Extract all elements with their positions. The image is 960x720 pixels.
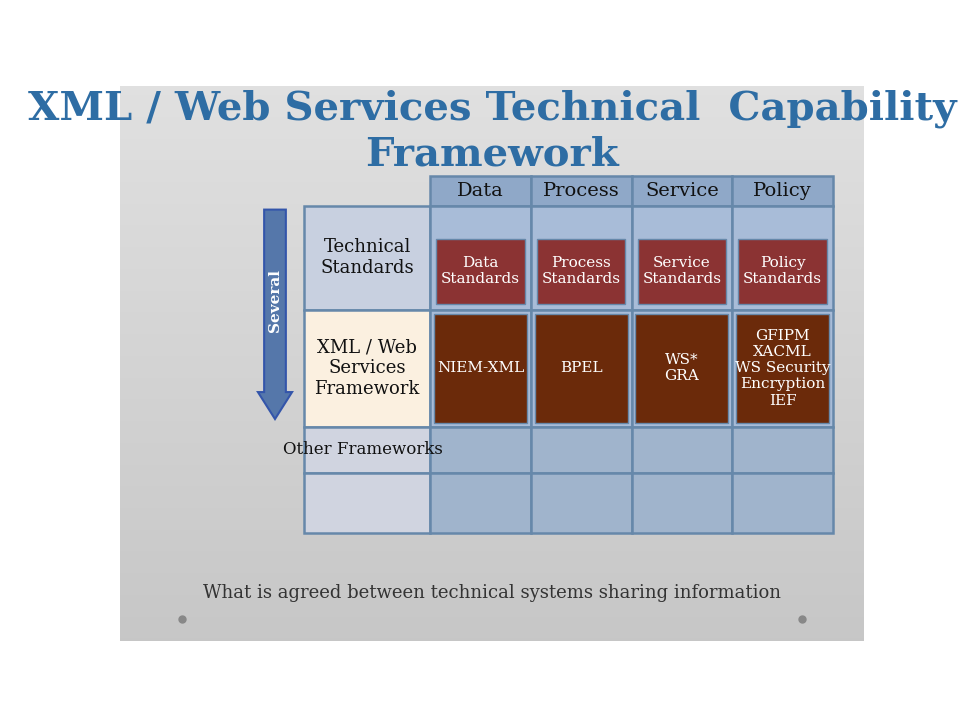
Text: Service
Standards: Service Standards [642, 256, 721, 287]
Text: Policy
Standards: Policy Standards [743, 256, 822, 287]
Text: NIEM-XML: NIEM-XML [437, 361, 524, 375]
Bar [430, 427, 531, 473]
Text: Technical
Standards: Technical Standards [321, 238, 414, 277]
Bar [632, 310, 732, 427]
Bar [531, 427, 632, 473]
Text: Process
Standards: Process Standards [541, 256, 620, 287]
Text: WS*
GRA: WS* GRA [664, 353, 699, 383]
Text: Process: Process [542, 182, 619, 200]
Bar [436, 239, 524, 304]
Bar [531, 473, 632, 533]
Bar [736, 313, 829, 423]
Bar [430, 473, 531, 533]
Text: Other Frameworks: Other Frameworks [283, 441, 444, 459]
Bar [632, 473, 732, 533]
Text: GFIPM
XACML
WS Security
Encryption
IEF: GFIPM XACML WS Security Encryption IEF [734, 329, 830, 408]
Bar [531, 206, 632, 310]
Bar [632, 427, 732, 473]
Text: BPEL: BPEL [560, 361, 603, 375]
Bar [430, 206, 531, 310]
Text: What is agreed between technical systems sharing information: What is agreed between technical systems… [203, 584, 781, 602]
Bar [732, 206, 833, 310]
Text: Several: Several [268, 269, 282, 333]
Text: Data
Standards: Data Standards [441, 256, 520, 287]
Text: Policy: Policy [754, 182, 812, 200]
Bar [732, 473, 833, 533]
Text: Service: Service [645, 182, 719, 200]
Bar [304, 427, 430, 473]
Text: XML / Web Services Technical  Capability
Framework: XML / Web Services Technical Capability … [28, 89, 956, 173]
Bar [636, 313, 729, 423]
Bar [732, 176, 833, 206]
Bar [732, 427, 833, 473]
Bar [430, 176, 531, 206]
Bar [430, 310, 531, 427]
Bar [531, 310, 632, 427]
Bar [531, 176, 632, 206]
Bar [304, 206, 430, 310]
Bar [632, 176, 732, 206]
Bar [738, 239, 827, 304]
Bar [434, 313, 527, 423]
Text: XML / Web
Services
Framework: XML / Web Services Framework [315, 338, 420, 398]
Bar [537, 239, 625, 304]
Bar [637, 239, 726, 304]
Bar [535, 313, 628, 423]
Bar [632, 206, 732, 310]
Bar [732, 310, 833, 427]
Bar [304, 473, 430, 533]
Text: Data: Data [457, 182, 504, 200]
Bar [304, 310, 430, 427]
FancyArrow shape [258, 210, 292, 419]
